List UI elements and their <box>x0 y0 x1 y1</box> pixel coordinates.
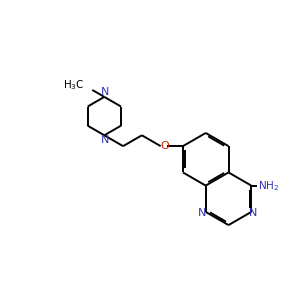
Text: N: N <box>249 208 257 218</box>
Text: NH$_2$: NH$_2$ <box>258 179 279 193</box>
Text: H$_3$C: H$_3$C <box>63 78 84 92</box>
Text: N: N <box>197 208 206 218</box>
Text: N: N <box>101 87 109 97</box>
Text: O: O <box>160 141 169 151</box>
Text: N: N <box>101 135 109 145</box>
